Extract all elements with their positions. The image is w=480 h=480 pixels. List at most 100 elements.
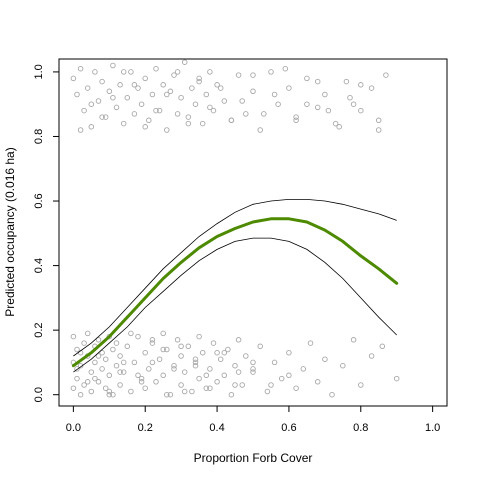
absent-point: [393, 375, 400, 382]
present-point: [214, 82, 220, 88]
absent-point: [192, 362, 199, 369]
absent-point: [117, 353, 123, 359]
x-tick-label: 0.0: [66, 422, 81, 434]
y-tick-label: 1.0: [33, 64, 45, 79]
present-point: [217, 85, 224, 91]
absent-point: [232, 362, 238, 369]
present-point: [128, 69, 134, 75]
absent-point: [300, 366, 307, 372]
present-point: [275, 101, 281, 107]
present-point: [196, 78, 202, 85]
absent-point: [322, 356, 328, 362]
absent-point: [178, 353, 184, 359]
absent-point: [286, 349, 292, 356]
present-point: [138, 101, 145, 107]
present-point: [164, 127, 170, 133]
absent-point: [81, 382, 87, 388]
absent-point: [379, 343, 386, 350]
absent-point: [358, 382, 364, 388]
present-point: [221, 98, 228, 104]
absent-point: [95, 337, 102, 343]
present-point: [185, 114, 192, 120]
present-point: [77, 65, 84, 72]
ci-upper-line: [73, 199, 397, 357]
absent-point: [81, 340, 87, 346]
absent-point: [225, 346, 231, 353]
absent-point: [264, 388, 271, 395]
absent-point: [171, 366, 177, 372]
fit-line: [71, 217, 399, 368]
present-point: [239, 98, 245, 104]
present-point: [203, 91, 210, 98]
absent-point: [120, 359, 127, 366]
present-point: [146, 117, 152, 124]
absent-point: [74, 375, 80, 382]
absent-point: [88, 388, 95, 395]
present-point: [282, 65, 289, 72]
present-point: [243, 111, 249, 117]
absent-point: [110, 391, 116, 398]
absent-point: [124, 343, 131, 350]
present-point: [171, 72, 177, 78]
present-point: [189, 85, 195, 91]
present-point: [293, 114, 299, 120]
present-point: [375, 127, 382, 133]
absent-point: [138, 375, 145, 382]
absent-point: [250, 369, 256, 375]
present-point: [314, 104, 321, 111]
absent-point: [221, 372, 228, 379]
absent-point: [207, 385, 213, 391]
present-point: [185, 120, 192, 127]
absent-point: [214, 379, 220, 385]
present-point: [178, 94, 184, 101]
present-point: [383, 72, 389, 78]
absent-point: [257, 343, 263, 350]
y-axis-title: Predicted occupancy (0.016 ha): [3, 147, 17, 316]
present-point: [120, 120, 127, 127]
absent-point: [74, 366, 80, 372]
absent-point: [160, 346, 166, 353]
absent-point: [106, 388, 113, 395]
absent-point: [110, 346, 116, 353]
absent-point: [239, 382, 245, 388]
confidence-band: [73, 199, 397, 373]
absent-point: [102, 356, 109, 362]
present-point: [117, 82, 123, 88]
absent-point: [99, 366, 105, 372]
absent-point: [106, 391, 113, 398]
present-point: [142, 124, 148, 130]
present-point: [99, 114, 105, 120]
present-point: [350, 101, 357, 107]
absent-point: [181, 369, 188, 375]
absent-point: [102, 385, 109, 391]
absent-point: [128, 330, 134, 337]
absent-point: [92, 359, 98, 366]
absent-point: [149, 359, 156, 366]
absent-point: [178, 382, 184, 388]
present-point: [88, 101, 95, 107]
absent-point: [146, 366, 152, 372]
present-point: [131, 82, 138, 88]
present-point: [149, 91, 156, 98]
absent-point: [113, 362, 120, 369]
absent-point: [293, 385, 299, 391]
absent-point: [70, 333, 77, 340]
absent-point: [286, 372, 292, 379]
present-point: [124, 94, 131, 101]
y-tick-label: 0.0: [33, 387, 45, 402]
y-axis: 0.0 0.2 0.4 0.6 0.8 1.0: [33, 64, 60, 402]
present-point: [207, 69, 213, 75]
y-tick-label: 0.2: [33, 322, 45, 337]
present-point: [286, 85, 292, 91]
present-point: [153, 107, 159, 114]
absent-point: [314, 379, 321, 385]
ci-lower-line: [73, 237, 397, 373]
present-point: [293, 117, 299, 124]
present-point: [250, 72, 256, 78]
absent-point: [268, 382, 274, 388]
x-axis-title: Proportion Forb Cover: [194, 451, 313, 465]
absent-point: [174, 337, 181, 343]
present-point: [228, 117, 235, 124]
absent-point: [92, 375, 98, 382]
